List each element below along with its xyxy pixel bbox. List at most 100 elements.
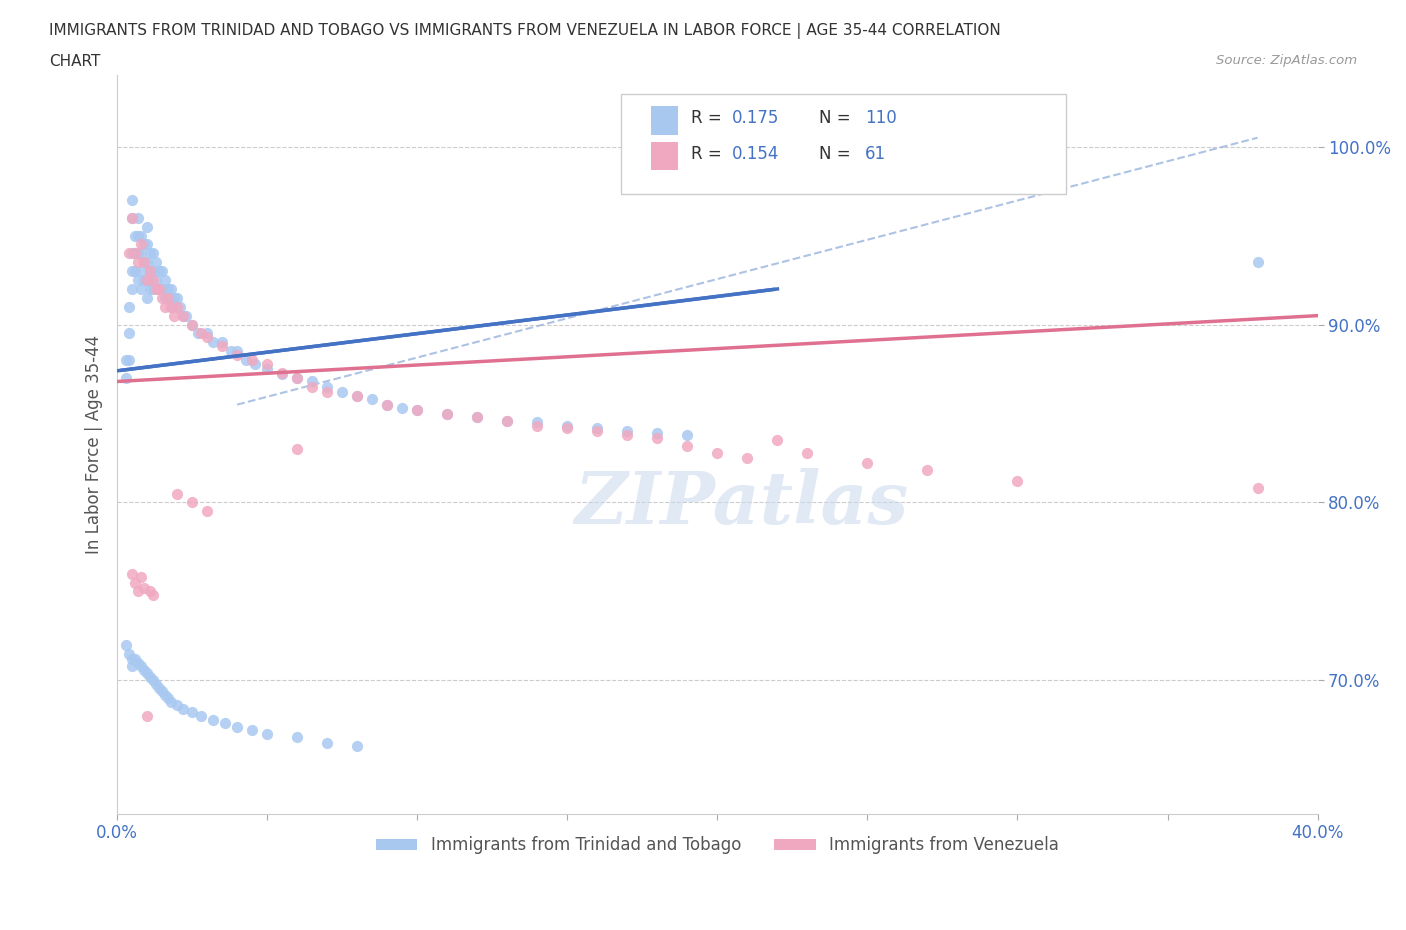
Point	[256, 356, 278, 371]
Text: R =: R =	[690, 110, 727, 127]
Point	[181, 495, 204, 510]
Point	[406, 403, 429, 418]
Point	[136, 709, 159, 724]
Point	[136, 666, 159, 681]
Point	[163, 290, 186, 305]
Point	[346, 738, 368, 753]
Point	[136, 255, 159, 270]
Point	[129, 658, 152, 673]
Point	[174, 308, 197, 323]
Point	[129, 570, 152, 585]
Point	[136, 237, 159, 252]
Point	[142, 264, 165, 279]
FancyBboxPatch shape	[651, 142, 678, 170]
Point	[391, 401, 413, 416]
Point	[134, 272, 156, 287]
Point	[557, 418, 579, 433]
Point	[195, 504, 218, 519]
Text: 0.175: 0.175	[731, 110, 779, 127]
Point	[316, 385, 339, 400]
Point	[195, 329, 218, 344]
Point	[127, 584, 149, 599]
Point	[127, 272, 149, 287]
Point	[375, 397, 398, 412]
Point	[157, 691, 180, 706]
Point	[148, 264, 170, 279]
Point	[172, 308, 194, 323]
Point	[160, 299, 183, 314]
Point	[134, 255, 156, 270]
Text: ZIPatlas: ZIPatlas	[574, 468, 908, 539]
Point	[647, 431, 669, 445]
Point	[346, 388, 368, 403]
Point	[129, 228, 152, 243]
Point	[118, 246, 141, 260]
Point	[150, 264, 173, 279]
Point	[796, 445, 818, 460]
Point	[271, 365, 294, 380]
Point	[163, 308, 186, 323]
Point	[139, 264, 162, 279]
Point	[166, 486, 188, 501]
Point	[127, 228, 149, 243]
Point	[496, 413, 519, 428]
Point	[187, 326, 209, 341]
Point	[256, 726, 278, 741]
Point	[118, 352, 141, 367]
Point	[115, 637, 138, 652]
Point	[856, 456, 879, 471]
Text: 110: 110	[865, 110, 897, 127]
Point	[706, 445, 728, 460]
Point	[148, 282, 170, 297]
Point	[134, 662, 156, 677]
Point	[129, 237, 152, 252]
Point	[124, 264, 146, 279]
Point	[136, 219, 159, 234]
Point	[226, 344, 249, 359]
Point	[465, 409, 488, 424]
Point	[121, 193, 143, 207]
Point	[211, 339, 233, 353]
Point	[557, 420, 579, 435]
Point	[129, 246, 152, 260]
Point	[647, 426, 669, 441]
Point	[172, 701, 194, 716]
Point	[145, 676, 167, 691]
Point	[142, 673, 165, 688]
Legend: Immigrants from Trinidad and Tobago, Immigrants from Venezuela: Immigrants from Trinidad and Tobago, Imm…	[368, 830, 1066, 861]
Point	[121, 566, 143, 581]
FancyBboxPatch shape	[621, 94, 1066, 193]
Point	[406, 403, 429, 418]
Point	[129, 282, 152, 297]
Point	[124, 575, 146, 590]
Point	[150, 290, 173, 305]
Text: N =: N =	[820, 110, 856, 127]
Point	[134, 237, 156, 252]
Point	[190, 326, 212, 341]
Point	[150, 282, 173, 297]
Point	[115, 370, 138, 385]
Point	[190, 709, 212, 724]
Point	[346, 388, 368, 403]
Text: CHART: CHART	[49, 54, 101, 69]
Point	[134, 580, 156, 595]
Point	[134, 255, 156, 270]
Point	[616, 428, 638, 443]
Point	[240, 723, 263, 737]
Point	[118, 326, 141, 341]
Point	[160, 299, 183, 314]
Point	[330, 385, 353, 400]
Point	[301, 374, 323, 389]
Point	[586, 420, 609, 435]
Point	[121, 264, 143, 279]
Point	[166, 299, 188, 314]
Point	[142, 282, 165, 297]
Point	[160, 282, 183, 297]
Point	[142, 246, 165, 260]
Point	[153, 687, 176, 702]
Point	[142, 272, 165, 287]
Point	[166, 698, 188, 712]
Point	[526, 418, 548, 433]
Point	[121, 658, 143, 673]
Point	[127, 210, 149, 225]
